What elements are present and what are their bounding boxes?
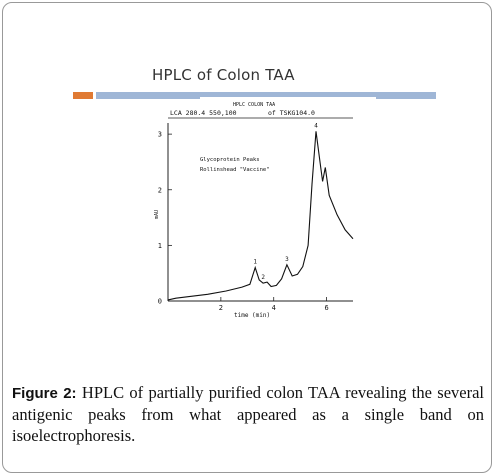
accent-bar-blue [96, 92, 436, 99]
chromatogram-trace [167, 131, 354, 301]
chart-settings-text: LCA 280.4 550,100 [170, 109, 237, 117]
y-tick-label: 3 [158, 131, 162, 139]
chart-xlabel: time (min) [234, 312, 270, 319]
chart-header-label: HPLC COLON TAA [233, 102, 275, 108]
peak-label: 4 [314, 122, 318, 129]
chart-column-text: of TSKG104.0 [268, 109, 315, 117]
figure-caption: Figure 2: HPLC of partially purified col… [12, 382, 484, 446]
peak-label: 2 [261, 274, 265, 281]
chromatogram-chart: HPLC COLON TAA LCA 280.4 550,100 of TSKG… [138, 101, 362, 319]
y-tick-label: 2 [158, 186, 162, 194]
slide-title: HPLC of Colon TAA [152, 66, 295, 84]
caption-text: HPLC of partially purified colon TAA rev… [12, 383, 485, 445]
accent-bar-gap [200, 97, 376, 100]
chart-annotation-line1: Glycoprotein Peaks [200, 157, 260, 163]
peak-label: 1 [253, 259, 257, 266]
chromatogram-svg: HPLC COLON TAA LCA 280.4 550,100 of TSKG… [154, 102, 354, 319]
x-tick-label: 2 [219, 304, 223, 312]
accent-bar-orange [73, 92, 93, 99]
peak-label: 3 [285, 256, 289, 263]
chart-annotation-line2: Rollinshead "Vaccine" [200, 167, 270, 173]
x-tick-label: 6 [324, 304, 328, 312]
y-tick-label: 1 [158, 242, 162, 250]
y-tick-label: 0 [158, 298, 162, 306]
chart-ylabel: mAU [154, 210, 160, 219]
x-tick-label: 4 [272, 304, 276, 312]
caption-label: Figure 2: [12, 385, 77, 402]
